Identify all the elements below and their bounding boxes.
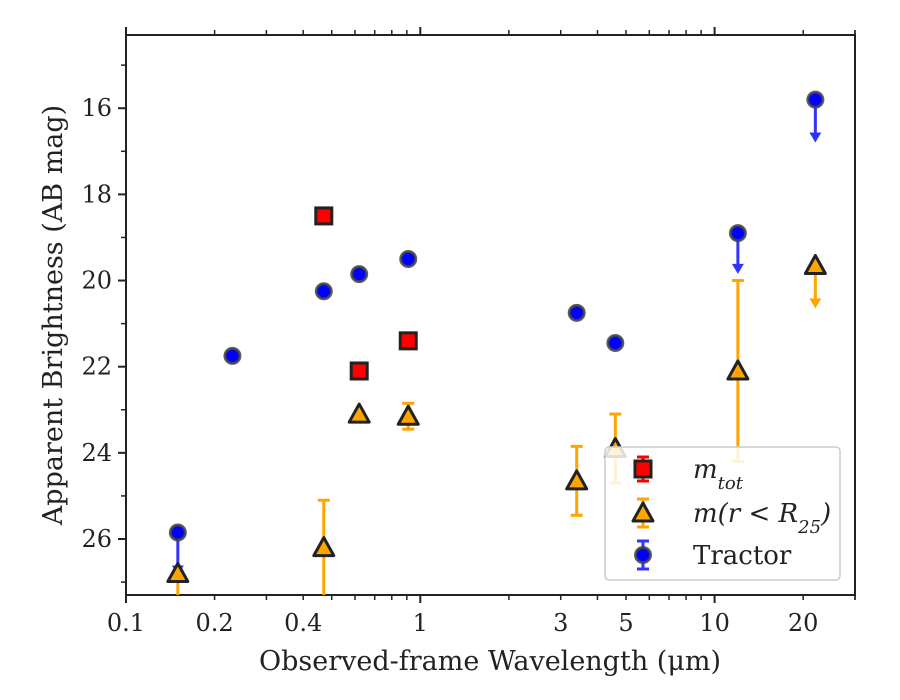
y-tick-label: 24 <box>81 439 112 467</box>
circle-marker <box>314 282 333 301</box>
square-marker <box>349 361 369 381</box>
square-marker <box>633 459 653 479</box>
circle-marker <box>806 90 825 109</box>
circle-marker <box>728 224 747 243</box>
x-tick-label: 3 <box>553 609 568 637</box>
circle-marker <box>567 303 586 322</box>
y-tick-label: 20 <box>81 267 112 295</box>
triangle-marker <box>631 501 655 523</box>
plot-area <box>166 90 827 595</box>
y-tick-label: 22 <box>81 353 112 381</box>
upper-limit-arrowhead <box>809 298 822 309</box>
axes: 0.1 0.2 0.4 1 3 5 10 20 16 18 20 22 24 26 <box>81 27 856 637</box>
upper-limit-arrowhead <box>809 132 822 143</box>
triangle-marker <box>565 469 589 491</box>
triangle-marker <box>312 536 336 558</box>
circle-marker <box>606 334 625 352</box>
x-tick-label: 0.4 <box>284 609 322 637</box>
x-axis-label: Observed-frame Wavelength (μm) <box>259 646 721 677</box>
x-tick-label: 1 <box>413 609 428 637</box>
legend-label-mtot: mtot <box>693 455 744 494</box>
triangle-marker <box>396 404 420 426</box>
triangle-marker <box>726 359 750 381</box>
x-tick-label: 5 <box>618 609 633 637</box>
y-tick-label: 26 <box>81 525 112 553</box>
triangle-marker <box>347 402 371 424</box>
y-axis-label: Apparent Brightness (AB mag) <box>38 105 69 526</box>
circle-marker <box>350 265 369 284</box>
circle-marker <box>399 250 418 268</box>
x-tick-label: 0.1 <box>107 609 145 637</box>
legend-label-mr25: m(r < R25) <box>693 499 831 538</box>
x-tick-label: 10 <box>699 609 730 637</box>
legend-label-tractor: Tractor <box>693 541 792 571</box>
circle-marker <box>634 546 652 564</box>
triangle-marker <box>803 253 827 275</box>
upper-limit-arrowhead <box>731 263 744 274</box>
legend: mtot m(r < R25)Tractor <box>604 446 841 581</box>
plot-frame <box>125 34 856 596</box>
x-tick-label: 20 <box>788 609 819 637</box>
plot-marks <box>166 90 827 595</box>
square-marker <box>314 206 334 226</box>
triangle-marker <box>166 561 190 583</box>
square-marker <box>398 331 418 351</box>
circle-marker <box>223 346 242 365</box>
x-tick-label: 0.2 <box>196 609 234 637</box>
legend-box <box>604 446 841 581</box>
circle-marker <box>168 523 187 542</box>
y-tick-label: 16 <box>81 94 112 122</box>
y-tick-label: 18 <box>81 180 112 208</box>
